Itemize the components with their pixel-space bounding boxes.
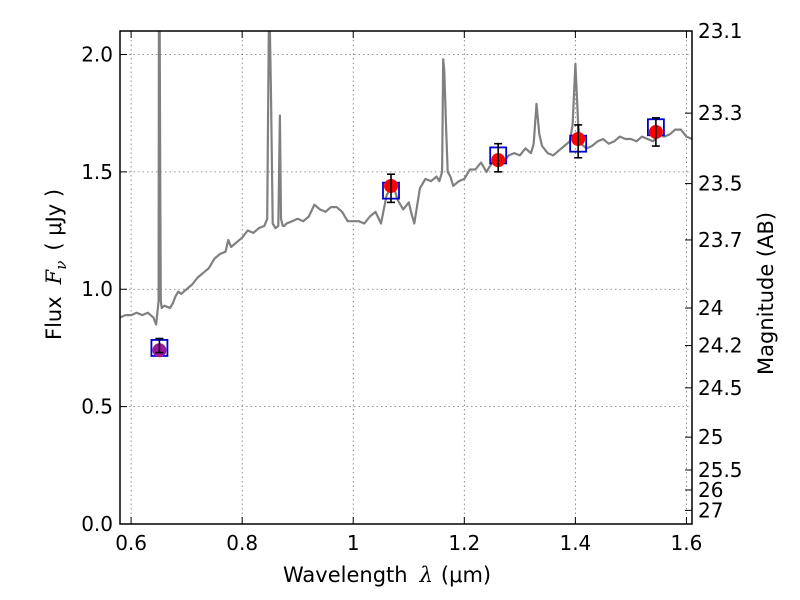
observed-error-bar <box>574 124 583 159</box>
observed-error-bar <box>155 337 164 354</box>
y-axis-title: FluxFν( μJy ) <box>42 189 70 340</box>
observed-error-bar <box>651 117 660 147</box>
x-tick-label: 0.8 <box>226 531 258 555</box>
observed-error-bar <box>494 142 503 173</box>
y2-tick-label: 26 <box>698 478 723 502</box>
grid <box>120 31 692 525</box>
y-tick-label: 1.0 <box>81 277 113 301</box>
plot-area <box>120 31 692 358</box>
y2-tick-label: 24.2 <box>698 334 743 358</box>
y-tick-label: 0.0 <box>81 512 113 536</box>
x-tick-label: 1.2 <box>448 531 480 555</box>
x-tick-label: 1.4 <box>559 531 591 555</box>
y2-tick-label: 27 <box>698 498 723 522</box>
x-tick-label: 1.6 <box>671 531 703 555</box>
y-tick-label: 0.5 <box>81 395 113 419</box>
x-tick-label: 1 <box>347 531 360 555</box>
y2-axis-title: Magnitude (AB) <box>754 212 778 375</box>
y-tick-label: 2.0 <box>81 42 113 66</box>
y2-tick-label: 24.5 <box>698 376 743 400</box>
y2-tick-label: 23.1 <box>698 19 743 43</box>
y2-tick-label: 23.3 <box>698 101 743 125</box>
y2-tick-label: 24 <box>698 296 723 320</box>
plot-content <box>120 31 692 358</box>
model-spectrum-line <box>120 31 692 326</box>
ticks: 0.6 0.8 1 1.2 1.4 1.6 0.0 0.5 1.0 1.5 2.0 23.1 23.3 2… <box>81 19 742 555</box>
x-tick-label: 0.6 <box>115 531 147 555</box>
observed-error-bar <box>387 173 396 204</box>
y2-tick-label: 25.5 <box>698 458 743 482</box>
y2-tick-label: 25 <box>698 425 723 449</box>
y2-tick-label: 23.7 <box>698 228 743 252</box>
x-axis-title: Wavelength λ (μm) <box>283 563 491 587</box>
plot-frame <box>119 30 693 525</box>
y2-tick-label: 23.5 <box>698 172 743 196</box>
y-tick-label: 1.5 <box>81 160 113 184</box>
